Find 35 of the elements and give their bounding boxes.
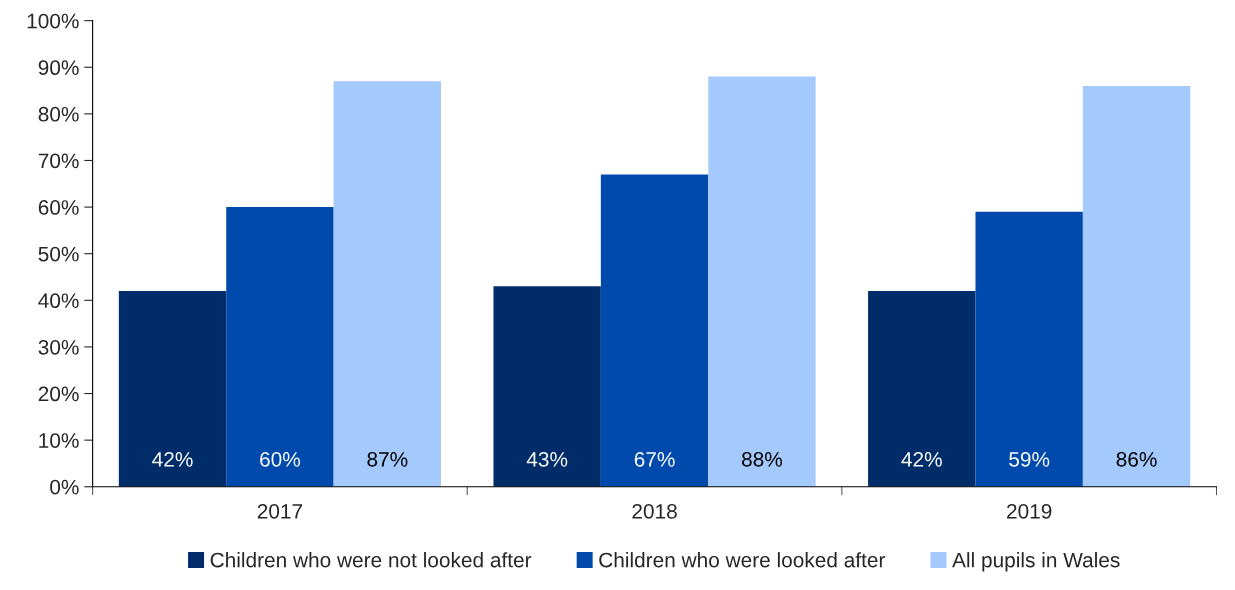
y-tick-label: 80%	[38, 106, 79, 122]
y-tick-label: 0%	[50, 479, 79, 495]
bar	[333, 81, 442, 487]
data-label: 87%	[367, 451, 408, 467]
data-label: 43%	[526, 451, 568, 467]
y-tick-label: 50%	[38, 246, 79, 262]
data-label: 60%	[260, 451, 301, 467]
y-tick-label: 20%	[38, 386, 79, 402]
bar	[708, 76, 816, 487]
legend-label: Children who were looked after	[599, 552, 886, 568]
bar	[1082, 85, 1191, 487]
data-label: 86%	[1116, 451, 1157, 467]
y-tick-label: 70%	[38, 153, 79, 169]
data-label: 42%	[152, 451, 193, 467]
data-label: 88%	[742, 451, 783, 467]
x-tick-label: 2018	[632, 503, 677, 519]
y-tick-label: 40%	[38, 293, 79, 309]
x-tick-label: 2019	[1007, 503, 1052, 519]
bar	[600, 174, 709, 487]
y-tick-label: 60%	[38, 200, 79, 215]
data-label: 42%	[901, 451, 942, 467]
y-tick-label: 90%	[38, 60, 79, 76]
bar	[118, 290, 227, 487]
legend-label: Children who were not looked after	[210, 552, 532, 568]
bar	[975, 211, 1083, 487]
bar	[226, 207, 334, 487]
y-tick-label: 10%	[39, 433, 79, 448]
bar	[493, 286, 601, 487]
x-tick-label: 2017	[257, 503, 303, 519]
y-tick-label: 30%	[38, 339, 79, 355]
data-label: 67%	[634, 451, 675, 467]
y-tick-label: 100%	[27, 13, 79, 29]
data-label: 59%	[1009, 451, 1050, 467]
bar	[868, 290, 976, 487]
legend-label: All pupils in Wales	[952, 552, 1120, 572]
